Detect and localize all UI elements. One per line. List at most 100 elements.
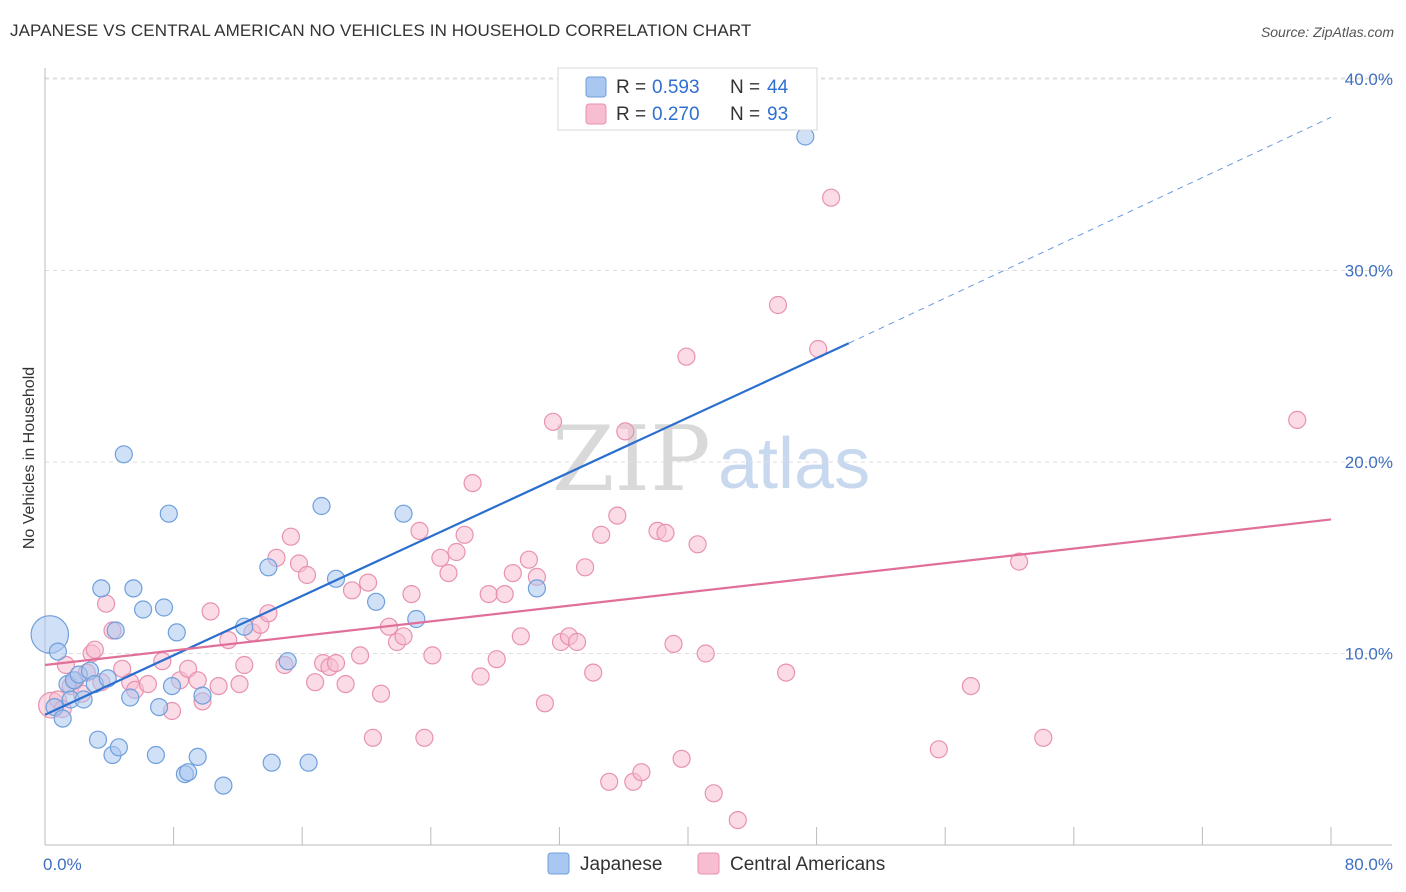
central-americans-points: [38, 188, 1307, 830]
bottom-legend: Japanese Central Americans: [547, 852, 885, 875]
central-americans-point: [768, 295, 788, 315]
central-americans-point: [410, 521, 429, 541]
central-americans-point: [281, 527, 300, 546]
legend-r-value-central-americans: 0.270: [652, 104, 700, 125]
central-americans-point: [511, 627, 530, 646]
central-americans-point: [728, 810, 747, 830]
japanese-point: [262, 753, 281, 772]
legend-r-label-japanese: R =: [616, 77, 646, 98]
central-americans-point: [584, 663, 603, 682]
y-tick-label: 40.0%: [1345, 70, 1393, 89]
japanese-point: [88, 730, 108, 749]
central-americans-point: [677, 347, 696, 366]
central-americans-point: [113, 659, 132, 678]
bottom-legend-swatch-central-americans: [697, 852, 720, 875]
japanese-point: [159, 504, 178, 523]
trend-lines: [44, 116, 1332, 716]
central-americans-point: [415, 728, 434, 747]
japanese-point: [326, 569, 346, 588]
grid-lines: [45, 77, 1392, 654]
japanese-point: [278, 652, 297, 671]
central-americans-point: [600, 772, 619, 791]
legend-r-value-japanese: 0.593: [652, 77, 700, 98]
japanese-point: [193, 686, 212, 705]
japanese-point: [259, 558, 278, 577]
japanese-point: [114, 445, 133, 464]
x-tick-label-min: 0.0%: [43, 855, 82, 874]
central-americans-point: [592, 525, 611, 544]
central-americans-point: [471, 667, 490, 686]
japanese-point: [92, 579, 111, 598]
central-americans-point: [439, 563, 458, 583]
bottom-legend-label-japanese: Japanese: [580, 854, 662, 875]
central-americans-point: [297, 565, 317, 585]
central-americans-point: [201, 602, 220, 621]
legend-n-value-central-americans: 93: [767, 104, 788, 125]
central-americans-point: [704, 784, 723, 803]
y-axis-label: No Vehicles in Household: [21, 367, 38, 549]
legend-n-value-japanese: 44: [767, 77, 789, 98]
japanese-trend-line-extension: [848, 116, 1332, 344]
central-americans-point: [188, 671, 207, 690]
central-americans-point: [96, 594, 116, 613]
central-americans-point: [567, 632, 587, 652]
japanese-point: [367, 592, 386, 611]
central-americans-point: [688, 535, 707, 554]
chart-title: JAPANESE VS CENTRAL AMERICAN NO VEHICLES…: [10, 21, 752, 40]
central-americans-point: [664, 634, 683, 654]
legend-n-label-japanese: N =: [730, 77, 760, 98]
legend: R = 0.593 N = 44 R = 0.270 N = 93: [557, 67, 818, 131]
japanese-point: [299, 753, 318, 772]
japanese-trend-line: [44, 342, 850, 716]
central-americans-point: [519, 550, 539, 569]
y-tick-label: 10.0%: [1345, 645, 1393, 664]
japanese-point: [150, 697, 169, 717]
central-americans-point: [632, 763, 651, 782]
source-credit: Source: ZipAtlas.com: [1260, 24, 1394, 40]
central-americans-point: [56, 655, 76, 675]
central-americans-point: [608, 506, 627, 525]
central-americans-point: [535, 694, 555, 713]
central-americans-point: [351, 646, 370, 665]
japanese-point: [179, 763, 198, 782]
x-tick-labels: 0.0% 80.0%: [43, 855, 1393, 874]
central-americans-point: [342, 581, 362, 600]
central-americans-point: [230, 674, 249, 694]
central-americans-point: [363, 728, 382, 747]
central-americans-point: [463, 474, 482, 493]
legend-n-label-central-americans: N =: [730, 104, 760, 125]
central-americans-point: [1034, 728, 1053, 747]
central-americans-point: [371, 684, 391, 703]
central-americans-point: [776, 663, 796, 682]
central-americans-point: [326, 653, 346, 673]
japanese-point: [106, 621, 125, 640]
central-americans-point: [431, 548, 450, 567]
central-americans-point: [423, 646, 442, 665]
y-tick-label: 30.0%: [1345, 262, 1393, 281]
x-tick-label-max: 80.0%: [1345, 855, 1393, 874]
japanese-point: [53, 709, 72, 728]
central-americans-point: [929, 740, 948, 759]
y-tick-labels: 10.0% 20.0% 30.0% 40.0%: [1345, 70, 1393, 664]
central-americans-point: [696, 644, 715, 663]
central-americans-point: [672, 749, 691, 768]
central-americans-point: [1288, 410, 1307, 429]
bottom-legend-swatch-japanese: [547, 852, 570, 875]
central-americans-point: [394, 627, 413, 646]
legend-r-label-central-americans: R =: [616, 104, 646, 125]
central-americans-point: [402, 584, 421, 604]
japanese-point: [134, 600, 153, 619]
japanese-point: [214, 776, 233, 795]
central-americans-point: [656, 523, 675, 543]
central-americans-point: [85, 640, 104, 659]
central-americans-point: [1009, 552, 1029, 571]
japanese-point: [796, 127, 815, 146]
y-tick-label: 20.0%: [1345, 453, 1393, 472]
central-americans-point: [575, 558, 595, 577]
central-americans-point: [961, 676, 981, 696]
central-americans-point: [336, 674, 355, 694]
japanese-point: [167, 623, 186, 642]
japanese-point: [162, 676, 182, 696]
japanese-point: [98, 669, 117, 688]
